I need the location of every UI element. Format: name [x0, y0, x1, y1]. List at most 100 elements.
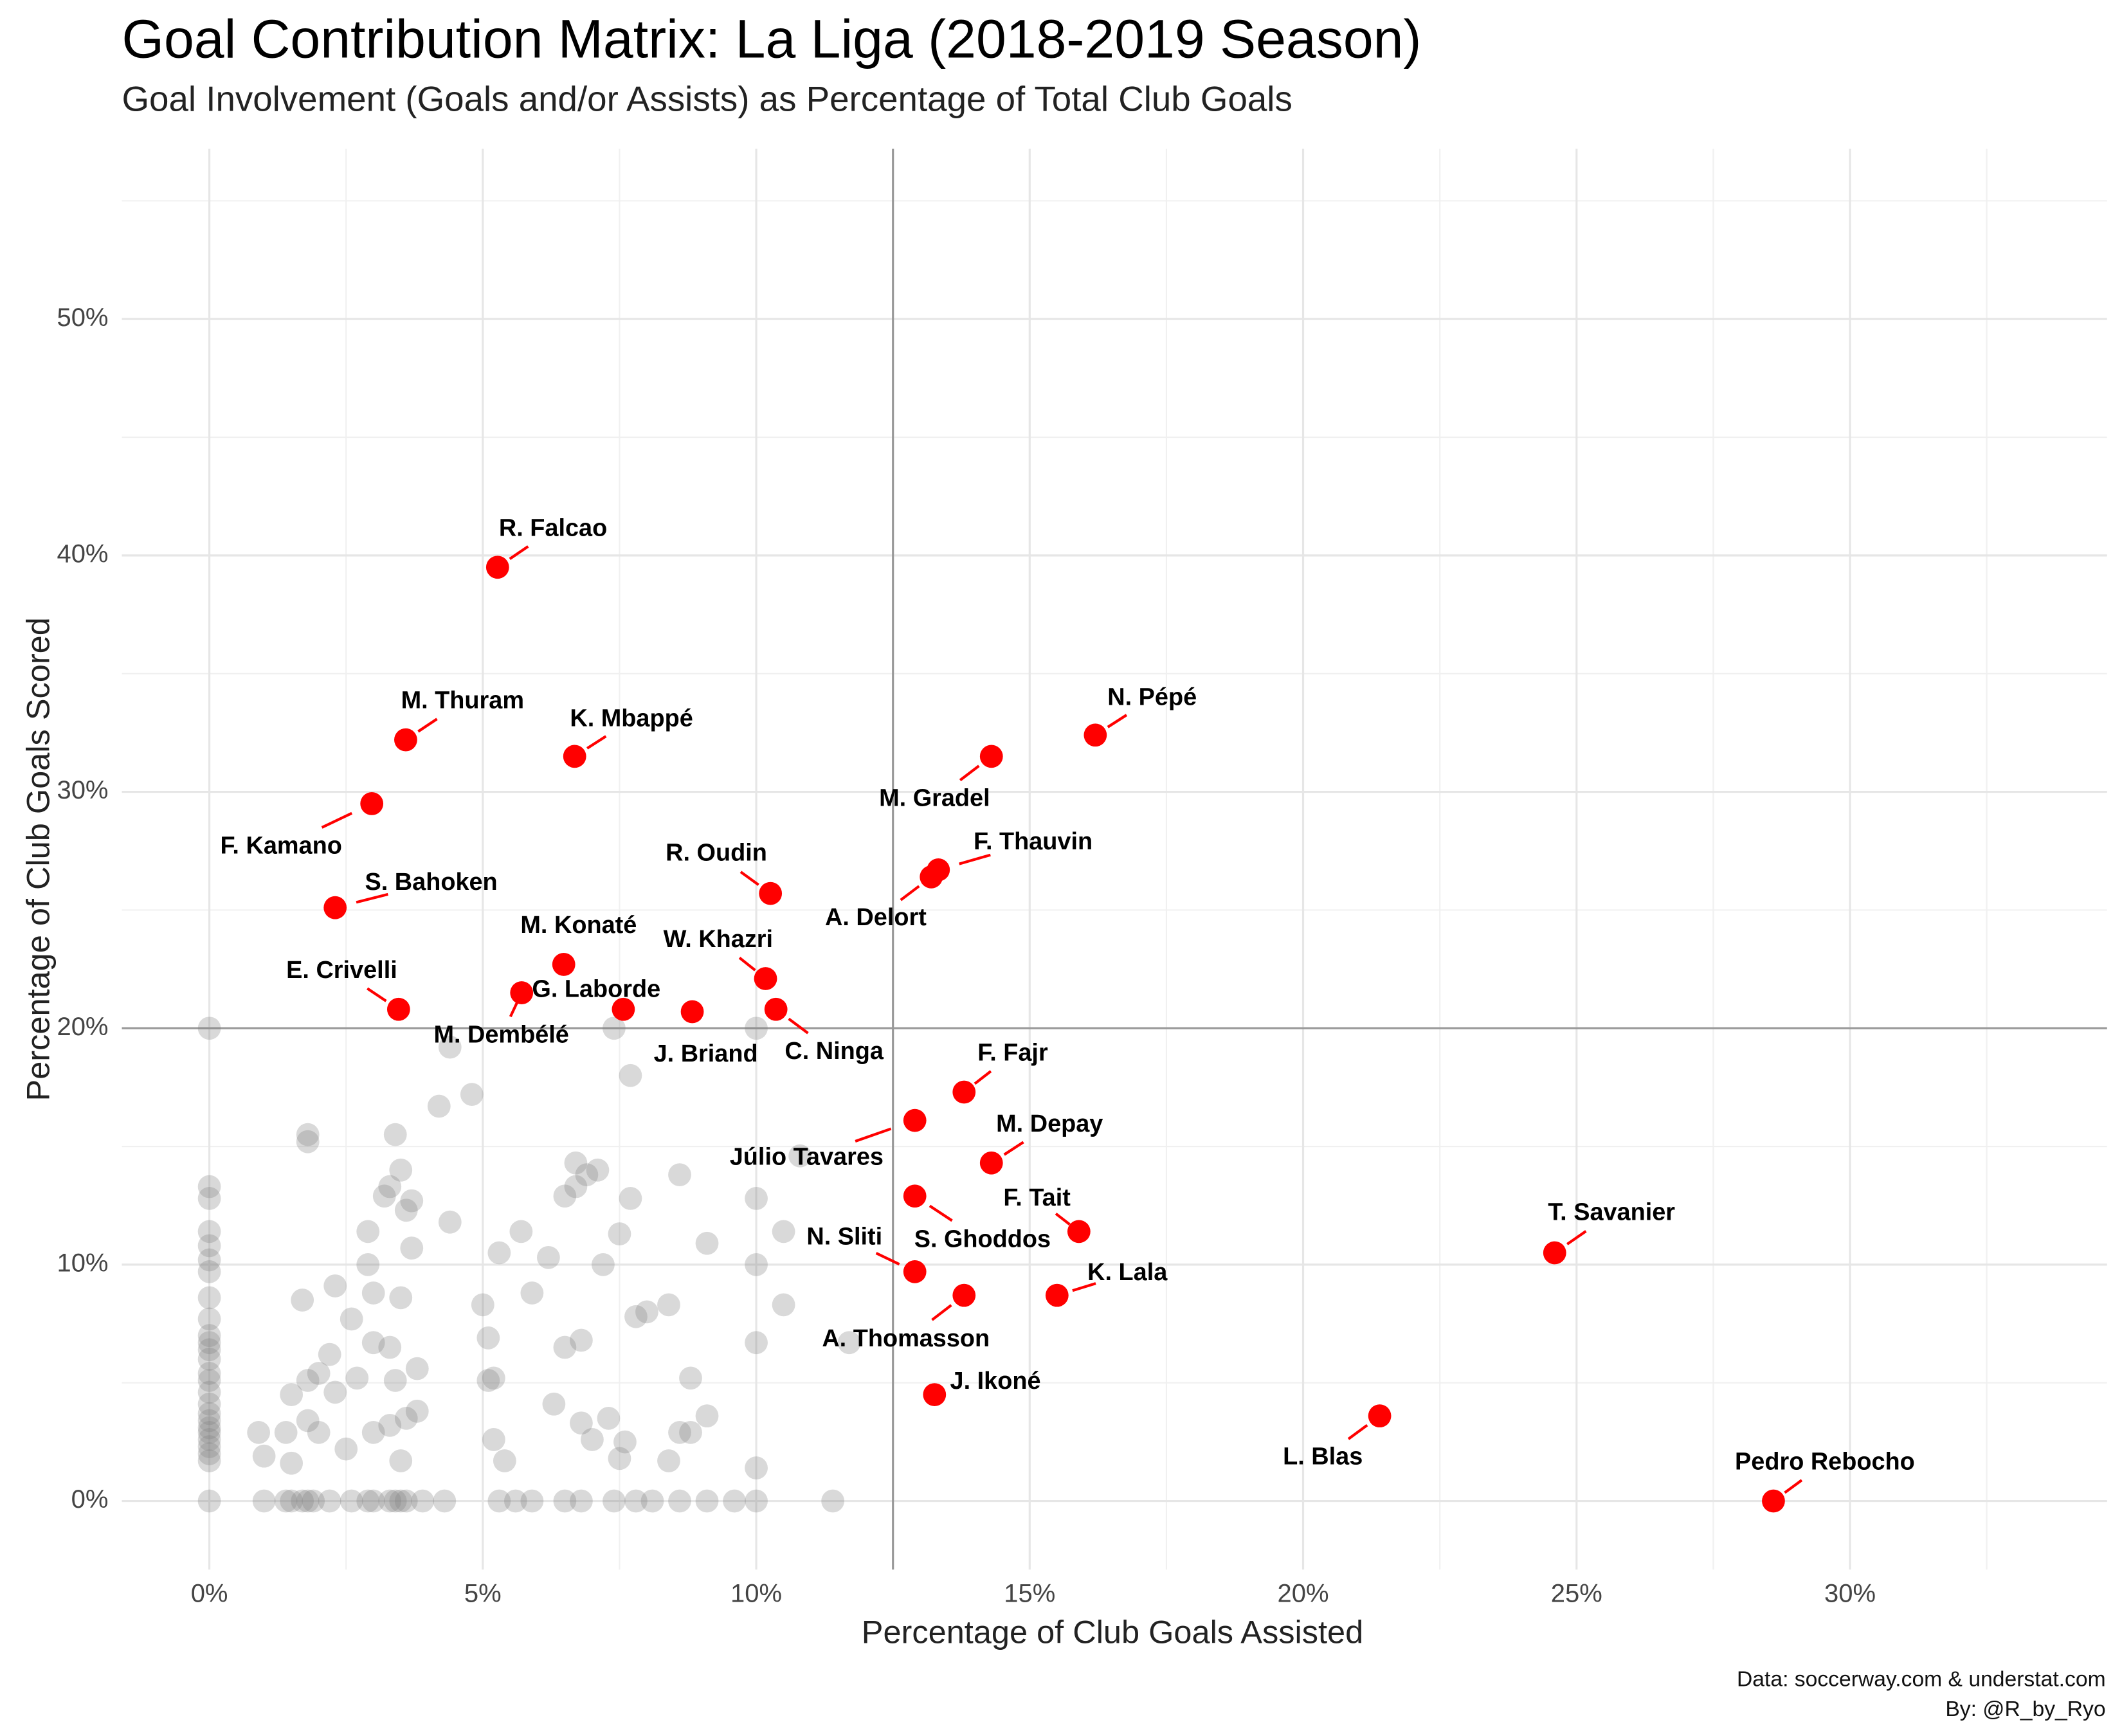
highlight-point — [979, 1151, 1003, 1175]
x-tick-label: 30% — [1824, 1580, 1876, 1608]
highlight-point — [903, 1184, 927, 1208]
point — [318, 1343, 341, 1366]
point-label: R. Oudin — [666, 840, 767, 867]
point — [405, 1399, 429, 1423]
point — [197, 1402, 221, 1425]
point — [723, 1489, 746, 1513]
point — [197, 1324, 221, 1348]
label-connector — [788, 1017, 809, 1035]
y-tick-label: 20% — [57, 1013, 108, 1041]
point — [679, 1421, 702, 1444]
point — [197, 1489, 221, 1513]
point — [197, 1369, 221, 1392]
point — [509, 1220, 533, 1243]
highlight-point — [754, 967, 777, 990]
point-label: F. Kamano — [221, 832, 342, 859]
point — [553, 1335, 577, 1359]
label-connector — [1566, 1230, 1587, 1245]
label-connector — [929, 1204, 953, 1222]
point — [745, 1331, 768, 1355]
y-tick-label: 50% — [57, 303, 108, 332]
point — [695, 1489, 719, 1513]
label-connector — [417, 718, 438, 733]
point — [613, 1430, 637, 1454]
point — [476, 1326, 500, 1350]
point — [318, 1489, 341, 1513]
point — [640, 1489, 664, 1513]
point — [361, 1331, 385, 1355]
label-connector — [739, 871, 759, 886]
point — [296, 1489, 320, 1513]
point — [197, 1017, 221, 1040]
point — [197, 1338, 221, 1362]
point — [635, 1300, 658, 1324]
point — [433, 1489, 457, 1513]
point — [197, 1435, 221, 1458]
x-tick-label: 5% — [464, 1580, 502, 1608]
point-label: C. Ninga — [784, 1038, 884, 1065]
label-connector — [356, 892, 388, 904]
point — [438, 1035, 462, 1059]
label-connector — [367, 987, 387, 1002]
highlight-point — [903, 1260, 927, 1283]
point-label: F. Tait — [1003, 1184, 1071, 1211]
point — [405, 1357, 429, 1380]
point — [340, 1489, 363, 1513]
point — [197, 1392, 221, 1416]
point-label: N. Sliti — [806, 1223, 882, 1250]
highlight-point — [1045, 1283, 1069, 1307]
highlight-point — [952, 1080, 976, 1104]
point-label: Júlio Tavares — [730, 1144, 884, 1171]
point — [427, 1094, 451, 1118]
highlight-point — [680, 1000, 704, 1024]
point — [356, 1489, 380, 1513]
point — [597, 1406, 621, 1430]
point-label: F. Fajr — [977, 1040, 1048, 1067]
point — [372, 1184, 396, 1208]
point — [581, 1428, 604, 1451]
highlight-point — [510, 981, 534, 1004]
point-label: M. Gradel — [879, 785, 990, 812]
point-label: G. Laborde — [532, 975, 660, 1002]
point — [197, 1260, 221, 1283]
point-label: K. Lala — [1087, 1259, 1168, 1286]
point — [378, 1413, 402, 1437]
point — [274, 1489, 298, 1513]
y-tick-label: 0% — [71, 1485, 109, 1514]
label-connector — [321, 811, 353, 829]
highlight-point — [764, 997, 788, 1021]
point — [553, 1184, 577, 1208]
label-connector — [959, 853, 991, 865]
point — [493, 1449, 516, 1472]
label-connector — [1107, 714, 1128, 728]
point-label: M. Dembélé — [433, 1021, 568, 1048]
point — [657, 1293, 680, 1317]
point — [564, 1151, 588, 1175]
caption: Data: soccerway.com & understat.com — [1737, 1668, 2106, 1692]
point — [296, 1369, 320, 1392]
point — [356, 1220, 380, 1243]
point — [564, 1175, 588, 1198]
point — [334, 1437, 358, 1461]
point — [252, 1489, 276, 1513]
highlight-point — [1543, 1241, 1566, 1265]
label-connector — [1055, 1212, 1071, 1225]
highlight-point — [386, 997, 410, 1021]
highlight-point — [1368, 1404, 1392, 1428]
label-connector — [1003, 1141, 1024, 1156]
label-connector — [1072, 1282, 1096, 1292]
point — [345, 1366, 369, 1390]
point — [197, 1348, 221, 1371]
point — [619, 1063, 642, 1087]
point — [570, 1489, 593, 1513]
point — [302, 1489, 325, 1513]
point — [280, 1489, 304, 1513]
point-label: R. Falcao — [499, 514, 607, 541]
label-connector — [974, 1070, 992, 1085]
point — [460, 1083, 484, 1107]
point-label: M. Depay — [996, 1110, 1103, 1137]
highlight-point — [552, 953, 576, 976]
point — [274, 1421, 298, 1444]
point-label: K. Mbappé — [570, 705, 693, 732]
